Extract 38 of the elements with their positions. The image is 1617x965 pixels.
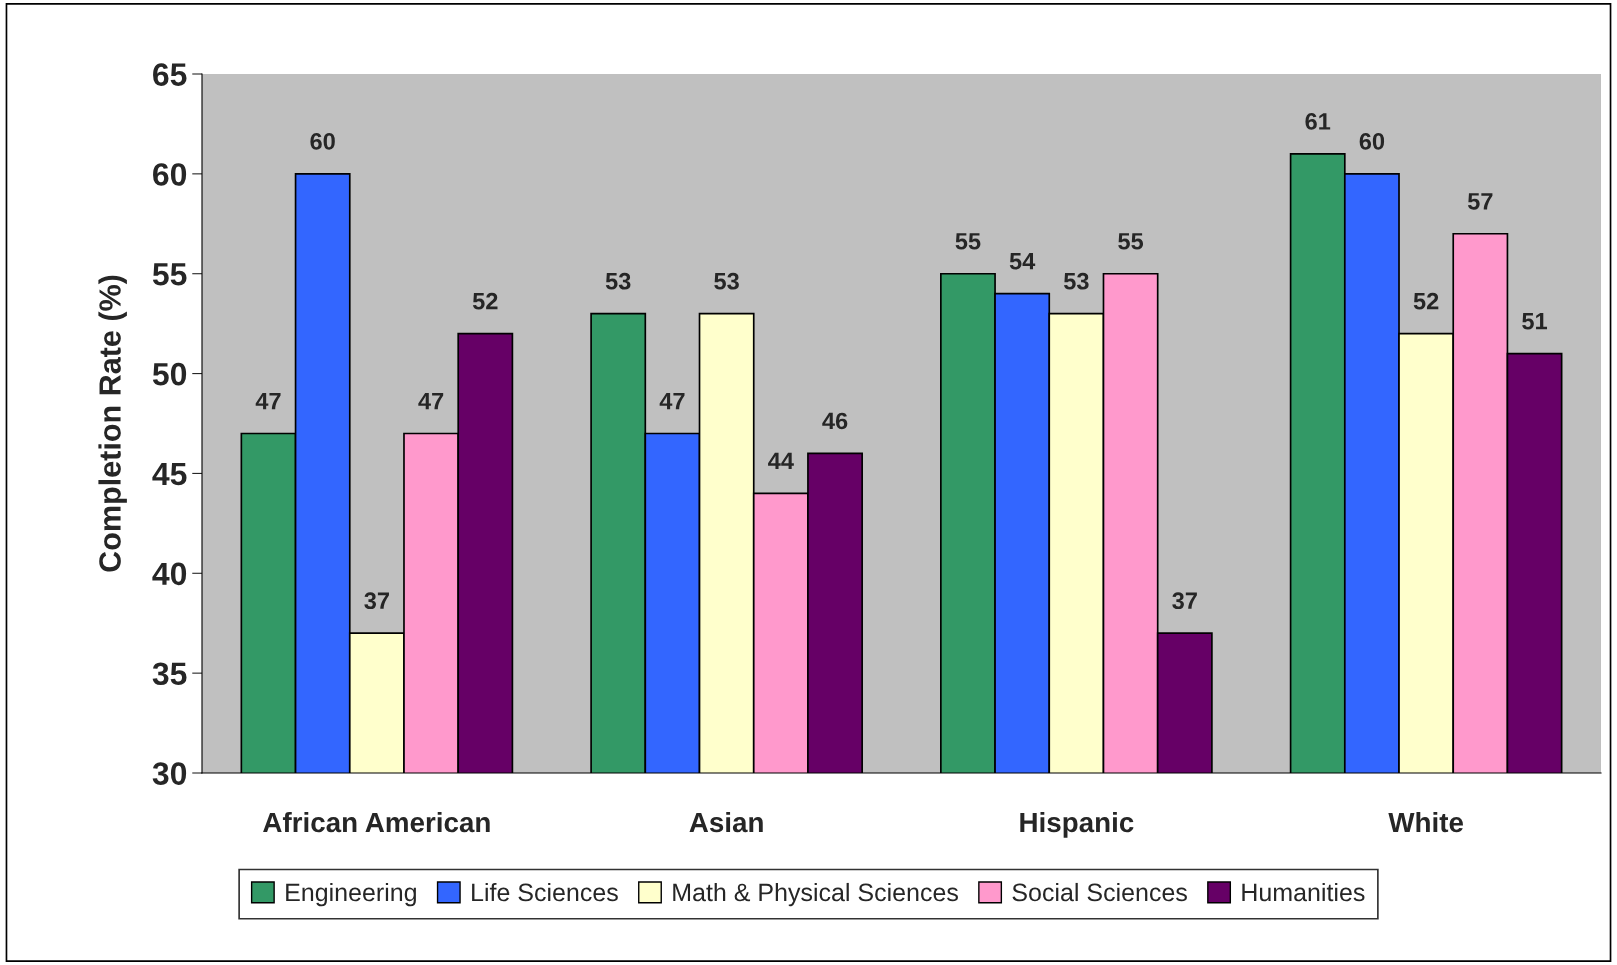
y-tick-label: 40	[152, 562, 187, 586]
y-tick-label: 30	[152, 762, 187, 785]
y-tick-label: 50	[152, 362, 187, 386]
y-axis-title: Completion Rate (%)	[98, 275, 127, 572]
data-label: 60	[1359, 133, 1385, 150]
legend-label: Life Sciences	[472, 882, 618, 902]
data-label: 61	[1305, 113, 1331, 130]
data-label: 46	[822, 412, 848, 430]
data-label: 51	[1522, 313, 1548, 330]
data-label: 60	[310, 133, 335, 150]
data-label: 57	[1467, 193, 1493, 210]
y-tick-label: 35	[152, 662, 187, 686]
x-tick-label: White	[1388, 811, 1463, 833]
data-label: 52	[1413, 292, 1439, 310]
data-label: 55	[1118, 233, 1144, 250]
data-label: 53	[605, 272, 631, 290]
x-tick-label: Asian	[689, 811, 763, 833]
legend-label: Humanities	[1242, 882, 1365, 902]
data-label: 54	[1009, 253, 1036, 270]
y-tick-label: 60	[153, 163, 187, 186]
data-label: 37	[1172, 592, 1197, 610]
x-tick-label: Hispanic	[1020, 811, 1134, 838]
y-tick-label: 65	[153, 63, 187, 86]
data-label: 55	[955, 233, 981, 250]
data-label: 47	[418, 392, 444, 410]
data-label: 47	[255, 392, 281, 410]
legend-label: Social Sciences	[1012, 882, 1187, 902]
x-tick-label: African American	[263, 811, 490, 833]
data-label: 37	[364, 592, 389, 610]
data-label: 52	[472, 292, 498, 310]
legend-label: Math & Physical Sciences	[673, 882, 958, 907]
data-label: 53	[1063, 272, 1089, 290]
y-tick-label: 45	[152, 463, 187, 486]
y-tick-label: 55	[152, 263, 187, 286]
data-label: 44	[768, 452, 794, 470]
data-label: 53	[714, 272, 739, 290]
data-label: 47	[659, 392, 685, 410]
legend-label: Engineering	[286, 882, 416, 907]
